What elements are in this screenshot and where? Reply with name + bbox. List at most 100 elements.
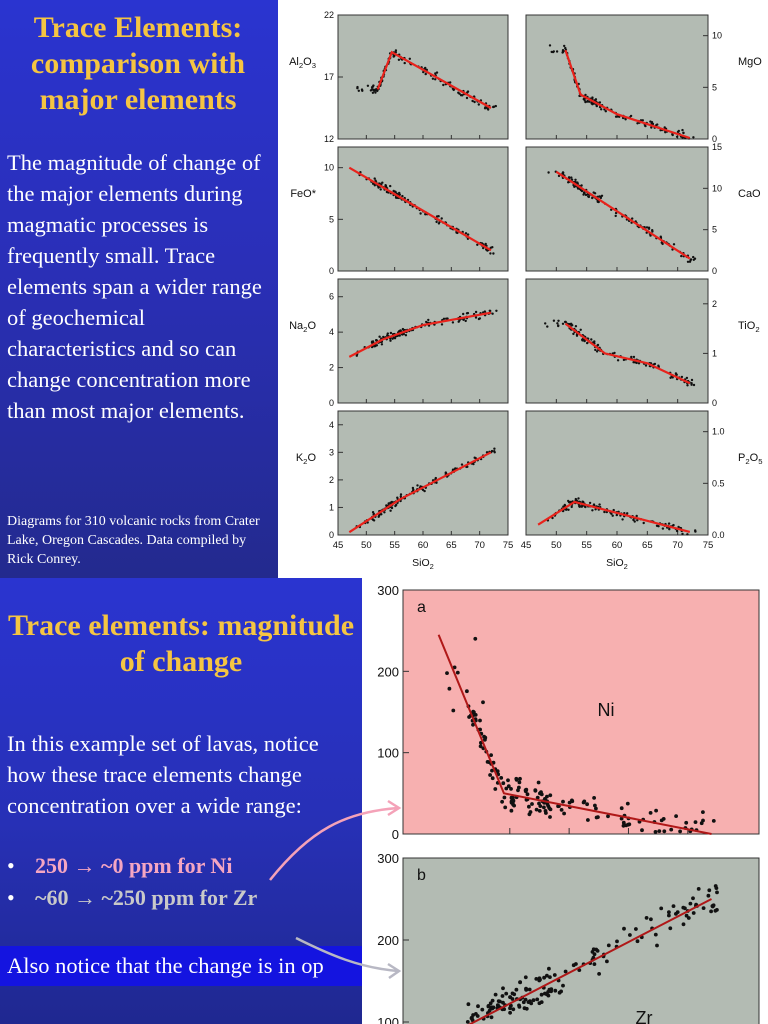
data-point (465, 96, 469, 100)
data-point (459, 94, 463, 97)
data-point (539, 1000, 544, 1004)
data-point (592, 962, 597, 966)
data-point (371, 518, 375, 521)
data-point (445, 317, 448, 320)
y-tick-label: 15 (712, 142, 722, 152)
data-point (590, 338, 593, 341)
trend-line (564, 49, 691, 140)
data-point (544, 322, 547, 325)
data-point (574, 178, 577, 181)
data-point (594, 348, 597, 352)
data-point (489, 246, 492, 249)
data-point (493, 992, 498, 997)
y-tick-label: 4 (329, 327, 334, 337)
panel-frame (525, 14, 709, 140)
data-point (522, 1006, 527, 1011)
data-point (389, 184, 392, 188)
data-point (523, 788, 528, 793)
data-point (534, 977, 539, 981)
data-point (398, 330, 401, 333)
bullet-ni: • 250 → ~0 ppm for Ni (7, 850, 359, 882)
data-point (393, 337, 397, 340)
data-point (539, 992, 544, 997)
data-point (516, 788, 520, 793)
data-point (709, 909, 713, 914)
data-point (615, 939, 619, 944)
data-point (685, 376, 689, 380)
data-point (483, 737, 487, 742)
data-point (630, 355, 633, 359)
data-point (466, 1002, 471, 1007)
data-point (477, 103, 480, 106)
trend-line (555, 170, 691, 260)
y-tick-label: 0.5 (712, 478, 725, 488)
data-point (644, 364, 648, 367)
data-point (686, 260, 690, 263)
data-point (686, 384, 689, 387)
data-point (382, 335, 385, 339)
data-point (377, 186, 380, 189)
x-tick-label: 50 (361, 540, 372, 551)
data-point (398, 334, 401, 337)
data-point (524, 988, 529, 992)
data-point (644, 916, 649, 920)
data-point (373, 89, 377, 92)
data-point (677, 525, 680, 529)
data-point (622, 358, 626, 362)
data-point (489, 252, 492, 255)
data-point (357, 89, 360, 93)
data-point (657, 364, 660, 367)
data-point (471, 709, 476, 714)
panel-frame (337, 278, 509, 404)
y-tick-label: 2 (329, 363, 334, 373)
data-point (399, 495, 402, 498)
data-point (657, 525, 660, 528)
data-point (473, 636, 478, 641)
bullet-marker: • (7, 885, 15, 910)
x-tick-label: 55 (581, 540, 592, 551)
data-point (371, 85, 374, 88)
y-tick-label: 10 (712, 183, 722, 193)
data-point (480, 1007, 485, 1012)
data-point (437, 215, 440, 218)
data-point (548, 815, 552, 819)
y-tick-label: 6 (329, 292, 334, 302)
panel-label: Na2O (289, 320, 316, 334)
y-tick-label: 0 (712, 134, 717, 144)
data-point (501, 1000, 505, 1005)
bullet-marker: • (7, 853, 15, 878)
x-axis-label: SiO2 (606, 557, 628, 571)
data-point (644, 124, 647, 128)
data-point (451, 708, 456, 713)
data-point (487, 1008, 492, 1013)
y-tick-label: 100 (377, 1015, 399, 1024)
top-slide-title: Trace Elements: comparison with major el… (30, 11, 246, 116)
data-point (563, 44, 566, 48)
bottom-slide-body: In this example set of lavas, notice how… (7, 731, 319, 818)
data-point (465, 689, 469, 694)
data-point (606, 814, 610, 819)
data-point (592, 796, 596, 800)
panel-p2o5: 0.0 0.5 1.0 P2O5 (525, 410, 762, 540)
data-point (462, 312, 465, 316)
data-point (517, 780, 522, 785)
data-point (584, 93, 587, 97)
data-point (681, 922, 686, 927)
y-tick-label: 200 (377, 664, 399, 679)
data-point (434, 78, 437, 81)
data-point (688, 901, 693, 906)
data-point (562, 811, 566, 816)
data-point (490, 998, 495, 1003)
data-point (523, 997, 528, 1002)
data-point (476, 243, 479, 246)
data-point (442, 83, 445, 87)
bullet-zr: • ~60 → ~250 ppm for Zr (7, 882, 359, 914)
data-point (582, 193, 585, 196)
major-element-chart: Red lines show possible “trends” 121722A… (289, 10, 762, 571)
y-tick-label: 10 (324, 163, 334, 173)
data-point (635, 939, 640, 944)
data-point (370, 340, 374, 343)
data-point (574, 325, 578, 328)
data-point (397, 58, 401, 61)
data-point (586, 818, 590, 822)
